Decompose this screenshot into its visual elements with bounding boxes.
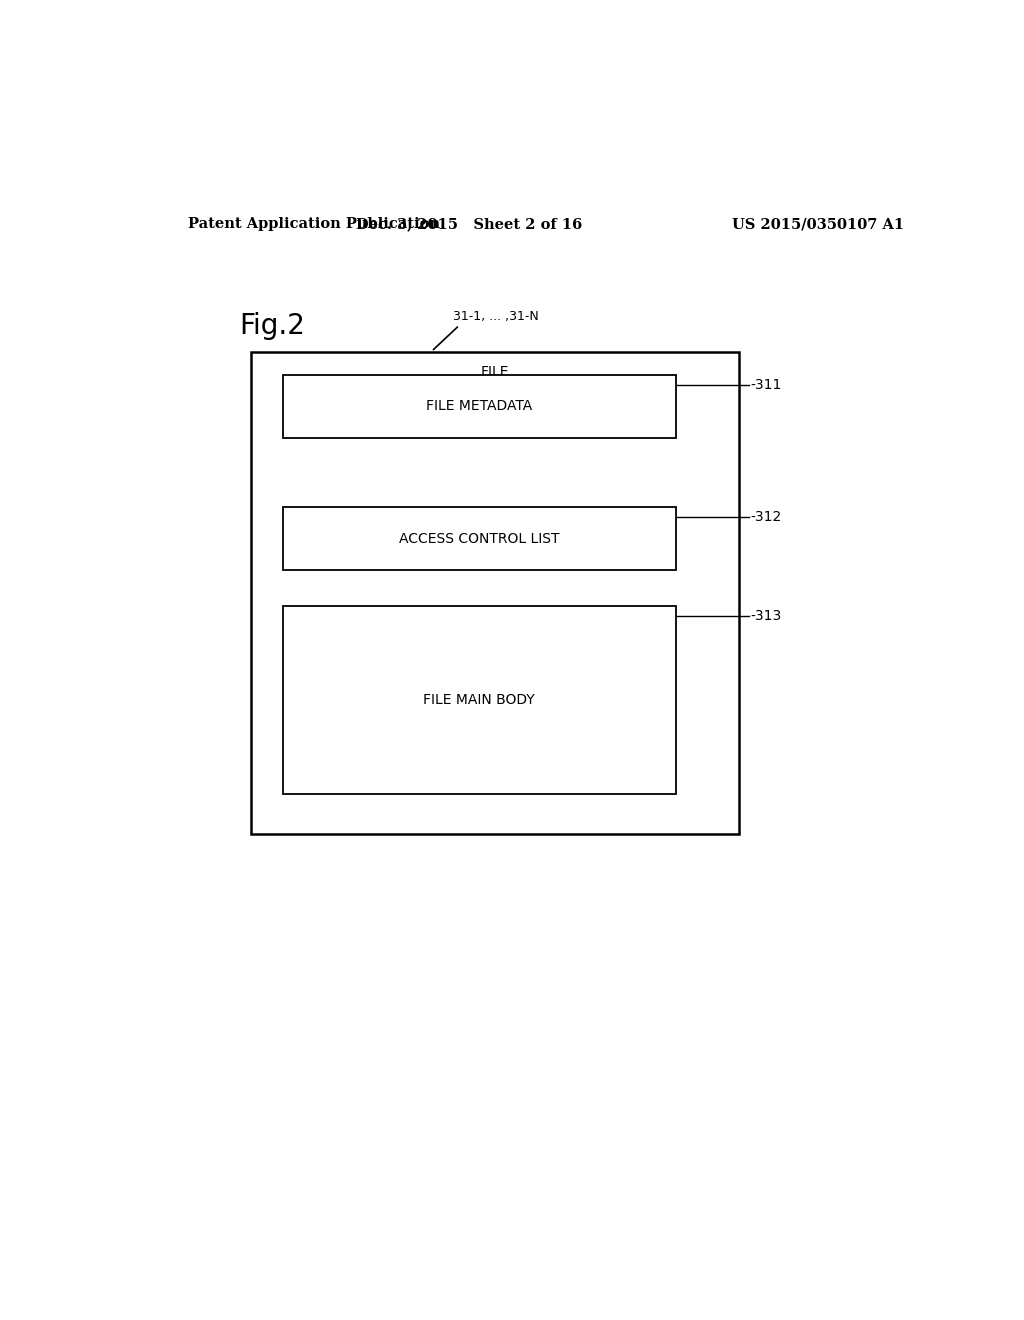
Text: Dec. 3, 2015   Sheet 2 of 16: Dec. 3, 2015 Sheet 2 of 16 [356,218,583,231]
Text: -311: -311 [751,378,781,392]
Text: FILE MAIN BODY: FILE MAIN BODY [423,693,536,706]
Bar [283,507,676,570]
Bar [251,351,739,834]
Text: -312: -312 [751,511,781,524]
Bar [283,375,676,438]
Text: 31-1, ... ,31-N: 31-1, ... ,31-N [454,310,539,323]
Text: FILE METADATA: FILE METADATA [426,400,532,413]
Text: Fig.2: Fig.2 [240,312,305,341]
Text: FILE: FILE [481,364,509,379]
Bar [283,606,676,793]
Text: Patent Application Publication: Patent Application Publication [187,218,439,231]
Text: ACCESS CONTROL LIST: ACCESS CONTROL LIST [399,532,559,545]
Text: -313: -313 [751,609,781,623]
Text: US 2015/0350107 A1: US 2015/0350107 A1 [732,218,904,231]
